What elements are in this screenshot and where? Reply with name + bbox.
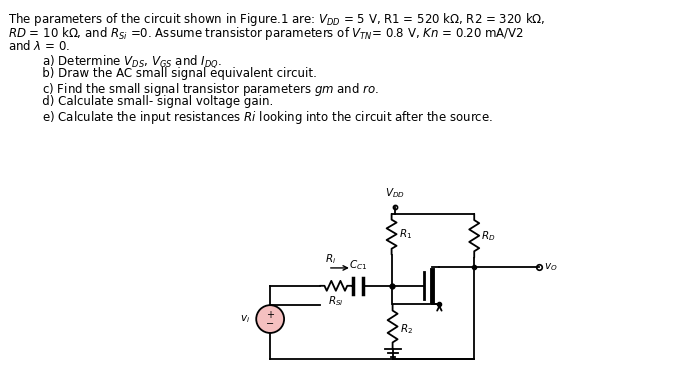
Text: −: − [266, 319, 274, 329]
Text: and $\lambda$ = 0.: and $\lambda$ = 0. [8, 39, 71, 53]
Text: $R_2$: $R_2$ [400, 322, 412, 336]
Text: $R_i$: $R_i$ [325, 252, 336, 266]
Text: e) Calculate the input resistances $Ri$ looking into the circuit after the sourc: e) Calculate the input resistances $Ri$ … [32, 109, 493, 126]
Text: $R_D$: $R_D$ [481, 229, 496, 243]
Text: $v_i$: $v_i$ [240, 313, 250, 325]
Text: c) Find the small signal transistor parameters $gm$ and $ro$.: c) Find the small signal transistor para… [32, 81, 379, 98]
Text: $v_O$: $v_O$ [544, 261, 557, 273]
Text: b) Draw the AC small signal equivalent circuit.: b) Draw the AC small signal equivalent c… [32, 67, 317, 80]
Text: $R_1$: $R_1$ [398, 227, 412, 241]
Text: The parameters of the circuit shown in Figure.1 are: $V_{DD}$ = 5 V, R1 = 520 k$: The parameters of the circuit shown in F… [8, 11, 546, 28]
Circle shape [256, 305, 284, 333]
Text: a) Determine $V_{DS}$, $V_{GS}$ and $I_{DQ}$.: a) Determine $V_{DS}$, $V_{GS}$ and $I_{… [32, 53, 222, 70]
Text: $R_{Si}$: $R_{Si}$ [328, 294, 344, 307]
Text: $RD$ = 10 k$\Omega$, and $R_{Si}$ =0. Assume transistor parameters of $V_{TN}$= : $RD$ = 10 k$\Omega$, and $R_{Si}$ =0. As… [8, 25, 524, 42]
Text: d) Calculate small- signal voltage gain.: d) Calculate small- signal voltage gain. [32, 95, 274, 108]
Text: $V_{DD}$: $V_{DD}$ [384, 186, 405, 200]
Text: $C_{C1}$: $C_{C1}$ [349, 258, 367, 272]
Text: +: + [266, 310, 274, 320]
